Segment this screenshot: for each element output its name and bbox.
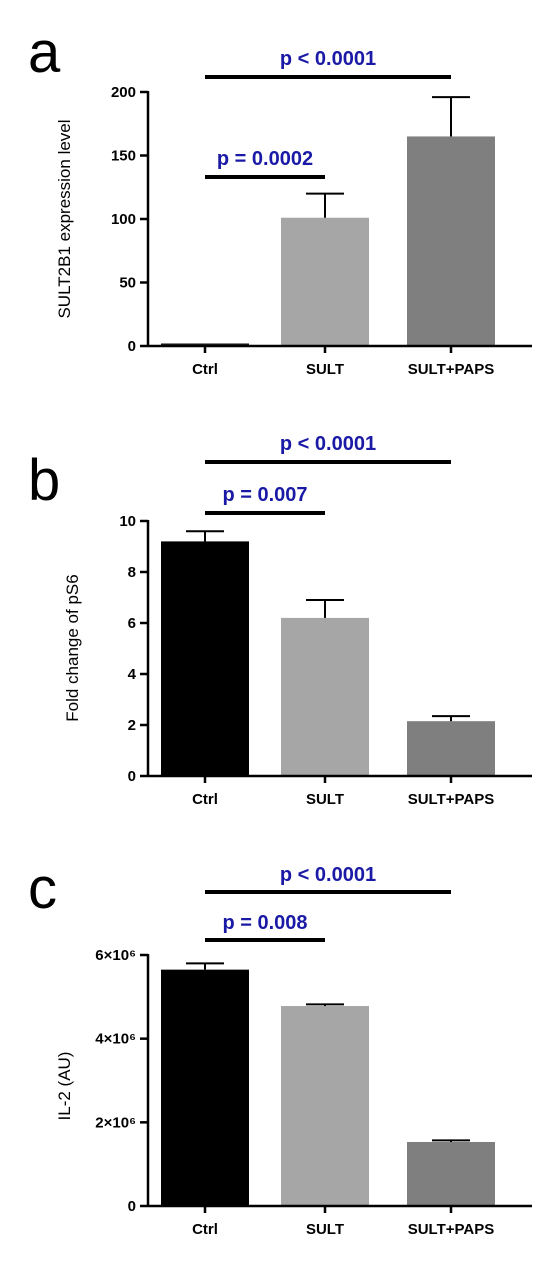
chart-panel-c: c IL-2 (AU) 0 2×10⁶ 4×10⁶ 6×10⁶ Ctrl SULT SULT+P… (28, 856, 532, 1238)
panel-letter: b (28, 448, 60, 513)
y-axis-label: SULT2B1 expression level (55, 119, 74, 318)
y-tick-label: 50 (119, 275, 136, 292)
x-tick-label: Ctrl (192, 361, 218, 378)
x-tick-label: SULT+PAPS (408, 791, 495, 808)
significance-label: p = 0.0002 (217, 148, 313, 170)
significance-label: p < 0.0001 (280, 864, 376, 886)
y-tick-label: 0 (128, 1198, 136, 1215)
x-tick-label: Ctrl (192, 1221, 218, 1238)
y-axis-label: Fold change of pS6 (63, 574, 82, 721)
significance-label: p < 0.0001 (280, 48, 376, 70)
bar-ctrl (161, 343, 249, 346)
x-tick-label: Ctrl (192, 791, 218, 808)
y-tick-label: 4 (128, 666, 137, 683)
bar-sult (281, 1006, 369, 1206)
bar-sult-paps (407, 721, 495, 776)
x-tick-label: SULT (306, 361, 344, 378)
chart-panel-a: a SULT2B1 expression level 0 50 100 150 200 Ctr… (28, 20, 532, 378)
y-tick-label: 8 (128, 564, 136, 581)
y-tick-label: 200 (111, 84, 136, 101)
significance-label: p = 0.008 (222, 912, 307, 934)
x-tick-label: SULT+PAPS (408, 361, 495, 378)
y-tick-label: 6×10⁶ (95, 947, 136, 964)
x-tick-label: SULT+PAPS (408, 1221, 495, 1238)
bar-sult (281, 617, 369, 776)
bar-sult (281, 217, 369, 346)
bar-ctrl (161, 969, 249, 1206)
significance-label: p = 0.007 (222, 484, 307, 506)
x-tick-label: SULT (306, 791, 344, 808)
y-tick-label: 2 (128, 717, 136, 734)
y-tick-label: 6 (128, 615, 136, 632)
y-tick-label: 2×10⁶ (95, 1114, 136, 1131)
y-tick-label: 100 (111, 211, 136, 228)
chart-panel-b: b Fold change of pS6 0 2 4 6 8 10 Ctrl SULT SULT+P… (28, 433, 532, 808)
panel-letter: a (28, 20, 61, 85)
significance-label: p < 0.0001 (280, 433, 376, 455)
bar-ctrl (161, 541, 249, 776)
y-tick-label: 10 (119, 513, 136, 530)
x-tick-label: SULT (306, 1221, 344, 1238)
y-tick-label: 0 (128, 768, 136, 785)
bar-sult-paps (407, 136, 495, 346)
bar-sult-paps (407, 1141, 495, 1206)
panel-letter: c (28, 856, 57, 921)
y-tick-label: 0 (128, 338, 136, 355)
y-tick-label: 150 (111, 148, 136, 165)
y-axis-label: IL-2 (AU) (55, 1052, 74, 1121)
y-tick-label: 4×10⁶ (95, 1031, 136, 1048)
